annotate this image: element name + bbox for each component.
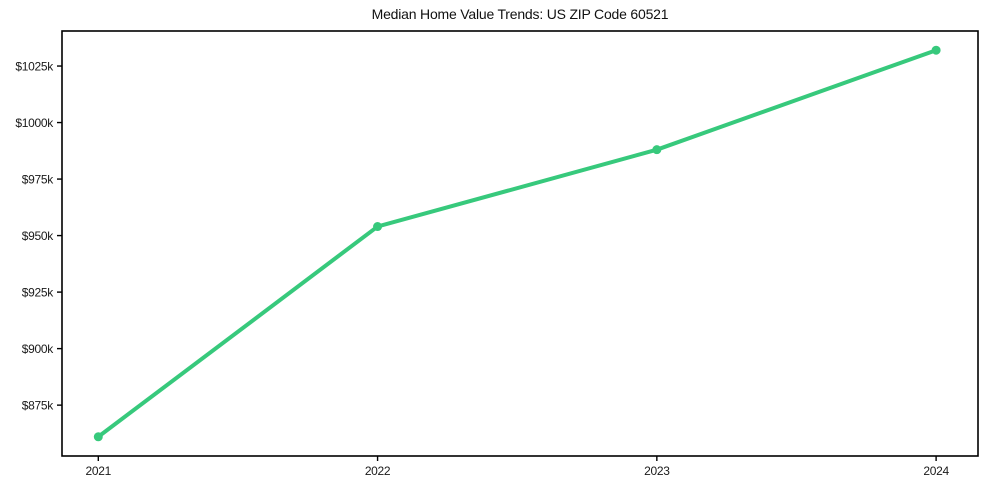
x-tick-label: 2024 xyxy=(923,464,949,478)
data-point-marker xyxy=(373,222,383,232)
y-tick-label: $1025k xyxy=(15,60,54,74)
chart-title: Median Home Value Trends: US ZIP Code 60… xyxy=(371,6,669,22)
data-point-marker xyxy=(652,145,662,155)
y-tick-label: $875k xyxy=(22,399,54,413)
data-point-marker xyxy=(93,432,103,442)
plot-frame xyxy=(61,30,979,457)
x-tick-label: 2022 xyxy=(365,464,391,478)
trend-line xyxy=(96,48,939,439)
y-tick-label: $900k xyxy=(22,342,54,356)
y-tick-label: $925k xyxy=(22,286,54,300)
x-tick-label: 2023 xyxy=(644,464,670,478)
y-tick-label: $975k xyxy=(22,173,54,187)
x-tick-label: 2021 xyxy=(86,464,112,478)
y-tick-label: $950k xyxy=(22,229,54,243)
data-point-marker xyxy=(931,45,941,55)
y-tick-label: $1000k xyxy=(15,116,54,130)
